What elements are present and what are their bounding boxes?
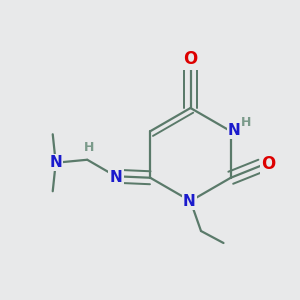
Text: H: H (83, 141, 94, 154)
Text: H: H (241, 116, 252, 129)
Text: O: O (261, 155, 275, 173)
Text: N: N (183, 194, 196, 208)
Text: N: N (228, 122, 241, 137)
Text: N: N (110, 170, 122, 184)
Text: N: N (50, 155, 62, 170)
Text: O: O (183, 50, 198, 68)
